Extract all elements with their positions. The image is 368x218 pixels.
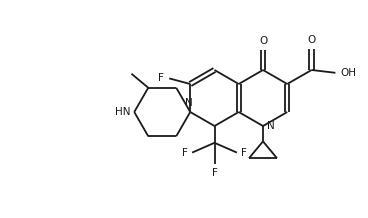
Text: O: O [308, 34, 316, 44]
Text: F: F [182, 148, 188, 158]
Text: F: F [241, 148, 247, 158]
Text: N: N [185, 98, 193, 108]
Text: OH: OH [340, 68, 357, 78]
Text: HN: HN [115, 107, 130, 117]
Text: F: F [212, 168, 217, 178]
Text: O: O [259, 36, 267, 46]
Text: N: N [267, 121, 275, 131]
Text: F: F [158, 73, 164, 83]
